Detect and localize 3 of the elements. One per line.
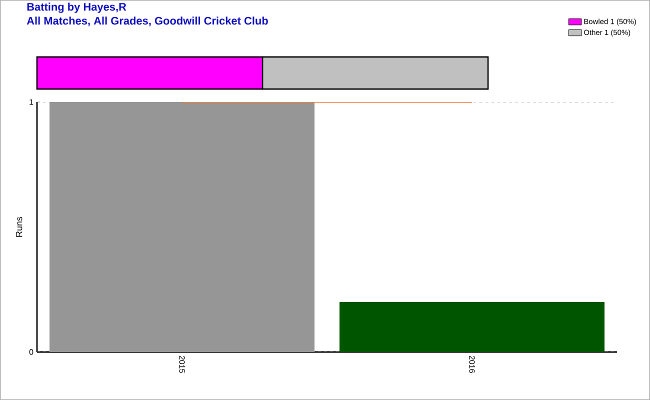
chart-subtitle: All Matches, All Grades, Goodwill Cricket Club	[26, 16, 268, 26]
chart-title: Batting by Hayes,R	[27, 2, 126, 13]
y-axis-title: Runs	[16, 216, 22, 237]
